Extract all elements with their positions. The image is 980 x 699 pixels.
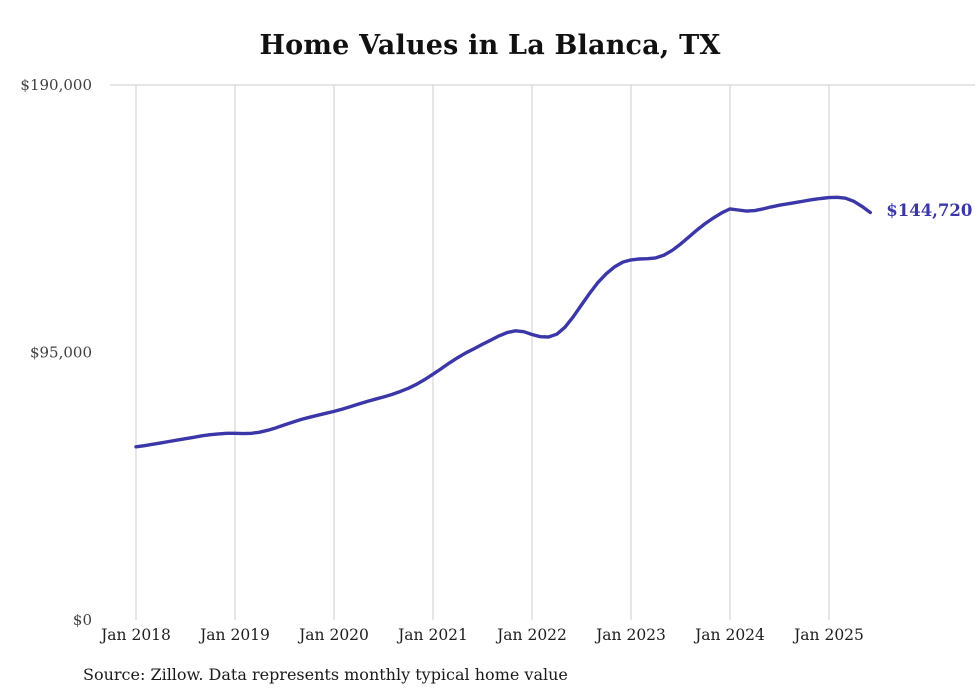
x-axis-tick-label: Jan 2022 — [495, 626, 567, 644]
x-axis-tick-label: Jan 2023 — [594, 626, 666, 644]
x-axis-tick-label: Jan 2025 — [792, 626, 864, 644]
y-axis-tick-label: $190,000 — [20, 76, 92, 94]
source-note: Source: Zillow. Data represents monthly … — [83, 665, 568, 684]
x-axis-tick-label: Jan 2020 — [297, 626, 369, 644]
x-axis-tick-label: Jan 2019 — [198, 626, 270, 644]
x-axis-tick-label: Jan 2018 — [99, 626, 171, 644]
y-axis-tick-label: $0 — [73, 611, 92, 629]
chart-title: Home Values in La Blanca, TX — [259, 30, 721, 61]
x-axis-tick-label: Jan 2021 — [396, 626, 468, 644]
latest-value-label: $144,720 — [886, 201, 973, 221]
home-value-series-line — [134, 195, 872, 449]
x-axis-tick-label: Jan 2024 — [693, 626, 765, 644]
y-axis-tick-label: $95,000 — [30, 344, 92, 362]
